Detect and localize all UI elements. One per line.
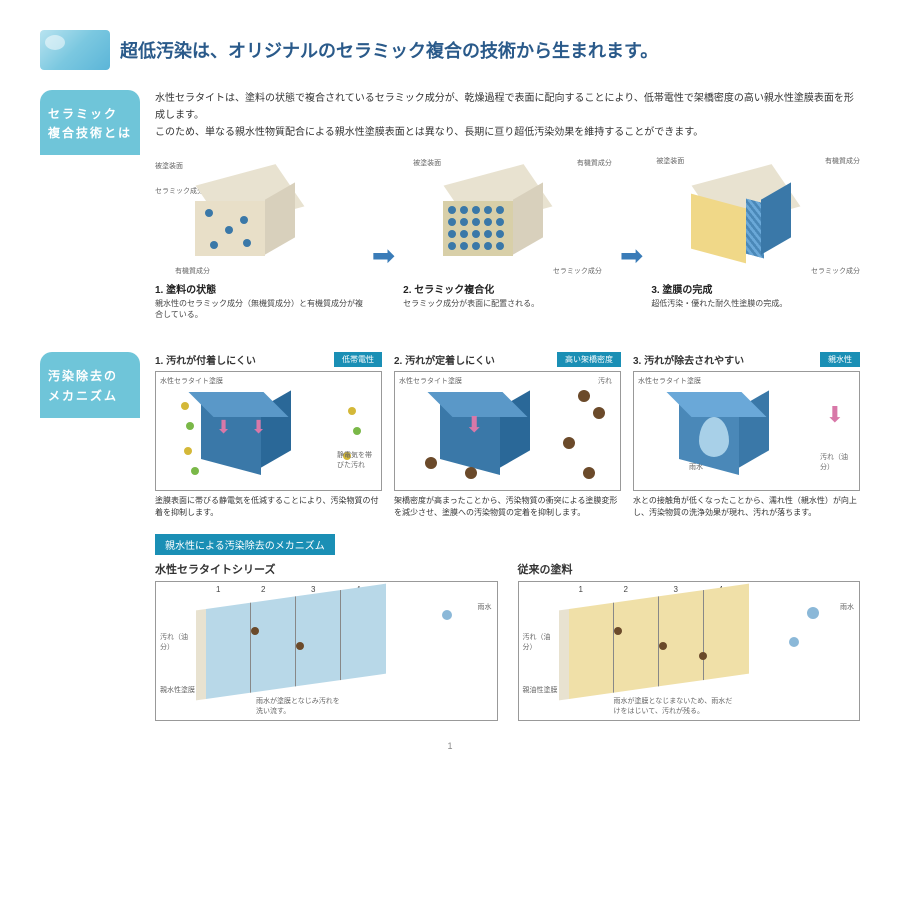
mech-3-badge: 親水性 xyxy=(820,352,860,367)
dirt-label: 静電気を帯びた汚れ xyxy=(337,450,377,470)
dirt-label: 汚れ（油分） xyxy=(820,452,855,472)
arrow-icon: ➡ xyxy=(620,239,643,272)
step-1-box: 被塗装面 セラミック成分 有機質成分 xyxy=(155,156,364,320)
step-1-diagram: 被塗装面 セラミック成分 有機質成分 xyxy=(155,156,364,276)
mechanism-row: 1. 汚れが付着しにくい 低帯電性 水性セラタイト塗膜 xyxy=(155,352,860,519)
step-2-box: 被塗装面 有機質成分 セラミック成分 xyxy=(403,156,612,309)
section-label-2: 汚染除去の メカニズム xyxy=(40,352,140,417)
mech-2-desc: 架橋密度が高まったことから、汚染物質の衝突による塗膜変形を減少させ、塗膜への汚染… xyxy=(394,495,621,519)
arrow-icon: ➡ xyxy=(372,239,395,272)
mech-1: 1. 汚れが付着しにくい 低帯電性 水性セラタイト塗膜 xyxy=(155,352,382,519)
step-2-diagram: 被塗装面 有機質成分 セラミック成分 xyxy=(403,156,612,276)
comparison-row: 水性セラタイトシリーズ 1 2 3 4 雨 xyxy=(155,561,860,721)
section-ceramic-tech: セラミック 複合技術とは 水性セラタイトは、塗料の状態で複合されているセラミック… xyxy=(40,90,860,332)
mech-1-title: 1. 汚れが付着しにくい xyxy=(155,356,256,367)
main-title: 超低汚染は、オリジナルのセラミック複合の技術から生まれます。 xyxy=(120,37,658,63)
mech-1-diagram: 水性セラタイト塗膜 ⬇ ⬇ 静電気を帯びた汚れ xyxy=(155,371,382,491)
label-organic: 有機質成分 xyxy=(577,158,612,168)
intro-paragraph: 水性セラタイトは、塗料の状態で複合されているセラミック成分が、乾燥過程で表面に配… xyxy=(155,90,860,141)
dirt-label: 汚れ（油分） xyxy=(160,632,190,652)
mech-2-diagram: 水性セラタイト塗膜 汚れ ⬇ xyxy=(394,371,621,491)
sub-banner: 親水性による汚染除去のメカニズム xyxy=(155,534,335,555)
compare-2-diagram: 1 2 3 4 雨水 xyxy=(518,581,861,721)
mech-3: 3. 汚れが除去されやすい 親水性 水性セラタイト塗膜 ⬇ 雨水 汚れ（油分） … xyxy=(633,352,860,519)
water-ripple-decoration xyxy=(40,30,110,70)
compare-1: 水性セラタイトシリーズ 1 2 3 4 雨 xyxy=(155,561,498,721)
step-2-title: 2. セラミック複合化 xyxy=(403,281,612,296)
label-coated: 被塗装面 xyxy=(413,158,441,168)
mech-2: 2. 汚れが定着しにくい 高い架橋密度 水性セラタイト塗膜 汚れ xyxy=(394,352,621,519)
section-1-content: 水性セラタイトは、塗料の状態で複合されているセラミック成分が、乾燥過程で表面に配… xyxy=(155,90,860,332)
dirt-label: 汚れ xyxy=(598,376,612,386)
label-coated: 被塗装面 xyxy=(656,156,684,166)
label-ceramic: セラミック成分 xyxy=(811,266,860,276)
section-2-content: 1. 汚れが付着しにくい 低帯電性 水性セラタイト塗膜 xyxy=(155,352,860,721)
label-text: メカニズム xyxy=(48,389,118,403)
section-removal-mechanism: 汚染除去の メカニズム 1. 汚れが付着しにくい 低帯電性 水性セラタイト塗膜 xyxy=(40,352,860,721)
mech-1-desc: 塗膜表面に帯びる静電気を低減することにより、汚染物質の付着を抑制します。 xyxy=(155,495,382,519)
coating-label: 水性セラタイト塗膜 xyxy=(638,376,701,386)
rain-label: 雨水 xyxy=(840,602,854,612)
coating-label: 親油性塗膜 xyxy=(523,685,558,695)
label-ceramic: セラミック成分 xyxy=(553,266,602,276)
compare-1-diagram: 1 2 3 4 雨水 汚れ（油分） 親水 xyxy=(155,581,498,721)
note: 雨水が塗膜となじまないため、雨水だけをはじいて、汚れが残る。 xyxy=(614,696,734,716)
coating-label: 親水性塗膜 xyxy=(160,685,195,695)
dirt-label: 汚れ（油分） xyxy=(523,632,553,652)
rain-label: 雨水 xyxy=(689,462,703,472)
rain-label: 雨水 xyxy=(478,602,492,612)
mech-3-desc: 水との接触角が低くなったことから、濡れ性（親水性）が向上し、汚染物質の洗浄効果が… xyxy=(633,495,860,519)
mech-3-diagram: 水性セラタイト塗膜 ⬇ 雨水 汚れ（油分） xyxy=(633,371,860,491)
label-organic: 有機質成分 xyxy=(825,156,860,166)
compare-2: 従来の塗料 1 2 3 4 xyxy=(518,561,861,721)
step-1-title: 1. 塗料の状態 xyxy=(155,281,364,296)
step-3-box: 被塗装面 有機質成分 セラミック成分 3. 塗膜の完成 超低汚染・優れた耐久性塗… xyxy=(651,156,860,309)
label-text: 汚染除去の xyxy=(48,369,118,383)
label-text: セラミック xyxy=(48,107,118,121)
compare-2-title: 従来の塗料 xyxy=(518,561,861,577)
mech-1-badge: 低帯電性 xyxy=(334,352,382,367)
page-header: 超低汚染は、オリジナルのセラミック複合の技術から生まれます。 xyxy=(40,30,860,70)
label-coated: 被塗装面 xyxy=(155,161,183,171)
page-number: 1 xyxy=(40,741,860,751)
mech-3-title: 3. 汚れが除去されやすい xyxy=(633,356,744,367)
step-2-desc: セラミック成分が表面に配置される。 xyxy=(403,298,612,309)
mech-2-title: 2. 汚れが定着しにくい xyxy=(394,356,495,367)
step-1-desc: 親水性のセラミック成分（無機質成分）と有機質成分が複合している。 xyxy=(155,298,364,320)
step-3-desc: 超低汚染・優れた耐久性塗膜の完成。 xyxy=(651,298,860,309)
compare-1-title: 水性セラタイトシリーズ xyxy=(155,561,498,577)
section-label-1: セラミック 複合技術とは xyxy=(40,90,140,155)
coating-label: 水性セラタイト塗膜 xyxy=(399,376,462,386)
note: 雨水が塗膜となじみ汚れを洗い流す。 xyxy=(256,696,346,716)
label-text: 複合技術とは xyxy=(48,126,132,140)
step-3-title: 3. 塗膜の完成 xyxy=(651,281,860,296)
step-3-diagram: 被塗装面 有機質成分 セラミック成分 xyxy=(651,156,860,276)
coating-label: 水性セラタイト塗膜 xyxy=(160,376,223,386)
label-organic: 有機質成分 xyxy=(175,266,210,276)
process-diagram-row: 被塗装面 セラミック成分 有機質成分 xyxy=(155,156,860,320)
mech-2-badge: 高い架橋密度 xyxy=(557,352,621,367)
